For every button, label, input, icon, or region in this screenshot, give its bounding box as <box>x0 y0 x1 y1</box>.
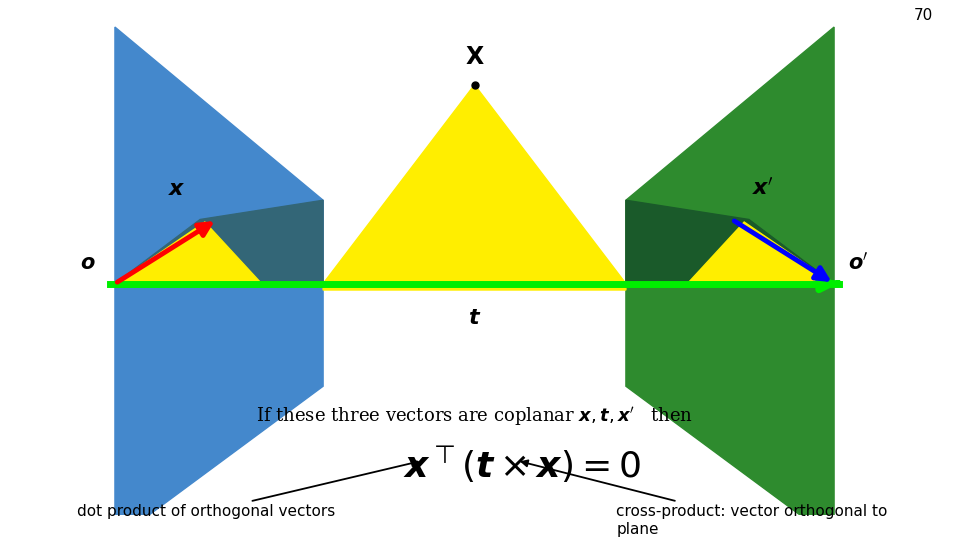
Text: $\boldsymbol{x}^\top(\boldsymbol{t} \times \boldsymbol{x}) = 0$: $\boldsymbol{x}^\top(\boldsymbol{t} \tim… <box>403 444 641 485</box>
Text: $\boldsymbol{x}$: $\boldsymbol{x}$ <box>168 178 185 200</box>
Polygon shape <box>115 200 324 284</box>
Text: $\boldsymbol{o}'$: $\boldsymbol{o}'$ <box>849 251 869 273</box>
Text: $\boldsymbol{t}$: $\boldsymbol{t}$ <box>468 307 481 329</box>
Text: $\boldsymbol{x}'$: $\boldsymbol{x}'$ <box>753 178 774 200</box>
Polygon shape <box>115 27 324 284</box>
Polygon shape <box>324 85 626 290</box>
Polygon shape <box>115 222 262 284</box>
Polygon shape <box>626 284 834 540</box>
Text: 70: 70 <box>914 8 933 23</box>
Text: $\mathbf{X}$: $\mathbf{X}$ <box>465 46 485 69</box>
Polygon shape <box>626 27 834 284</box>
Polygon shape <box>626 200 834 284</box>
Polygon shape <box>687 222 834 284</box>
Text: If these three vectors are coplanar $\boldsymbol{x},\boldsymbol{t},\boldsymbol{x: If these three vectors are coplanar $\bo… <box>256 406 693 428</box>
Text: $\boldsymbol{o}$: $\boldsymbol{o}$ <box>81 254 96 273</box>
Text: cross-product: vector orthogonal to
plane: cross-product: vector orthogonal to plan… <box>521 461 888 537</box>
Polygon shape <box>115 284 324 540</box>
Text: dot product of orthogonal vectors: dot product of orthogonal vectors <box>77 460 418 519</box>
